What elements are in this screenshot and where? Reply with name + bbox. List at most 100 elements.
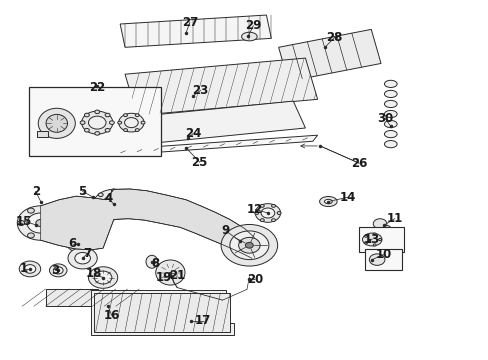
Text: 1: 1 [20,262,28,275]
Ellipse shape [130,203,135,206]
Ellipse shape [75,252,90,264]
Text: 17: 17 [195,314,211,327]
Ellipse shape [261,208,274,218]
Ellipse shape [156,260,184,285]
Text: 13: 13 [364,233,380,246]
Text: 19: 19 [156,271,172,284]
Bar [358,226,403,252]
Text: 22: 22 [89,81,105,94]
Ellipse shape [260,219,264,221]
Ellipse shape [19,261,41,277]
Ellipse shape [57,221,63,226]
Ellipse shape [53,267,63,274]
Ellipse shape [362,233,381,246]
Text: 29: 29 [244,19,261,32]
Ellipse shape [277,212,281,215]
Polygon shape [125,58,317,116]
Text: 4: 4 [104,192,113,205]
Ellipse shape [88,267,118,288]
Text: 3: 3 [51,264,59,277]
Ellipse shape [18,221,24,226]
Polygon shape [41,189,254,258]
Ellipse shape [382,226,390,231]
Text: 26: 26 [350,157,366,170]
Ellipse shape [105,113,110,117]
Ellipse shape [94,271,112,284]
Ellipse shape [102,196,125,213]
Polygon shape [112,101,305,146]
Ellipse shape [135,129,139,131]
Bar [94,293,229,332]
Text: 12: 12 [246,203,263,216]
Ellipse shape [324,199,331,204]
Ellipse shape [27,213,54,233]
Ellipse shape [123,129,127,131]
Ellipse shape [372,244,375,246]
Ellipse shape [384,80,396,87]
Ellipse shape [119,113,144,132]
Ellipse shape [372,219,386,229]
Ellipse shape [36,220,45,226]
Ellipse shape [47,208,54,213]
Ellipse shape [95,110,100,114]
Ellipse shape [384,100,396,108]
Ellipse shape [245,242,253,248]
Ellipse shape [47,233,54,238]
Ellipse shape [27,208,34,213]
Ellipse shape [271,204,275,207]
Text: 30: 30 [376,112,392,125]
Ellipse shape [105,129,110,132]
Bar [45,289,98,306]
Text: 7: 7 [83,247,91,260]
Ellipse shape [241,32,257,41]
Polygon shape [278,30,380,81]
Polygon shape [120,15,271,47]
Ellipse shape [95,132,100,135]
Text: 23: 23 [192,84,208,97]
Text: 27: 27 [182,16,198,29]
Ellipse shape [124,193,129,197]
Ellipse shape [67,236,88,252]
Ellipse shape [109,121,114,125]
Ellipse shape [384,131,396,138]
Ellipse shape [98,193,103,197]
Ellipse shape [255,204,280,222]
Ellipse shape [124,212,129,216]
Ellipse shape [146,255,158,268]
Ellipse shape [384,121,396,128]
Ellipse shape [372,233,375,235]
Ellipse shape [364,235,366,237]
Text: 9: 9 [222,224,230,238]
Ellipse shape [93,189,134,220]
Ellipse shape [49,264,67,277]
Text: 14: 14 [339,191,355,204]
Polygon shape [91,291,233,335]
Text: 20: 20 [246,273,263,286]
Ellipse shape [111,189,116,193]
Ellipse shape [229,231,268,260]
Text: 15: 15 [16,215,32,228]
Ellipse shape [135,114,139,117]
Ellipse shape [111,216,116,220]
Ellipse shape [254,212,258,215]
Text: 21: 21 [169,269,185,282]
Ellipse shape [24,265,36,273]
Polygon shape [37,131,48,137]
Ellipse shape [72,239,83,248]
Text: 16: 16 [103,309,120,322]
Ellipse shape [88,116,106,129]
Ellipse shape [81,111,113,134]
Ellipse shape [384,140,396,148]
Text: 25: 25 [191,156,207,168]
Bar [365,249,401,270]
Text: 2: 2 [32,185,40,198]
Text: 24: 24 [185,127,201,140]
Ellipse shape [384,111,396,118]
Ellipse shape [46,114,67,132]
Ellipse shape [98,212,103,216]
Text: 6: 6 [69,237,77,250]
Ellipse shape [38,108,75,138]
Ellipse shape [17,206,64,240]
Text: 5: 5 [79,185,86,198]
Ellipse shape [80,121,85,125]
